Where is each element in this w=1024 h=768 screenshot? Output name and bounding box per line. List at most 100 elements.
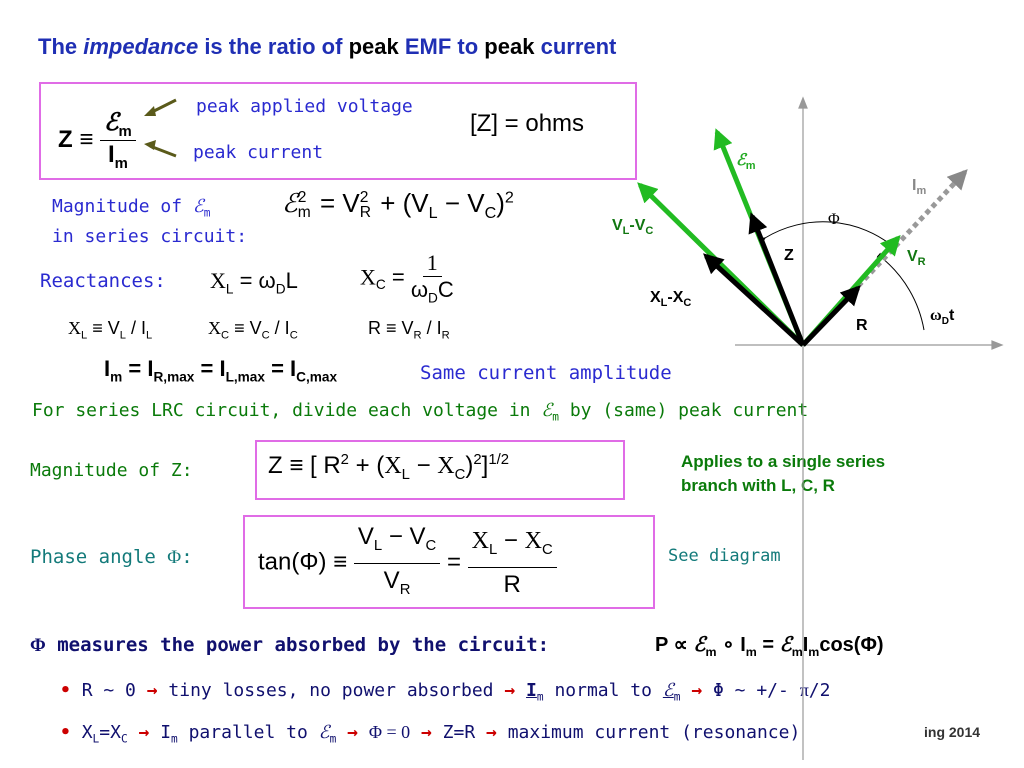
text: 2 — [473, 452, 482, 468]
text: C — [425, 537, 437, 554]
text: R — [441, 329, 450, 342]
text: − — [416, 452, 431, 479]
text: L — [428, 204, 438, 223]
text-block: For series LRC circuit, divide each volt… — [32, 400, 808, 424]
text-block: P ∝ ℰm ∘ Im = ℰmImcos(Φ) — [655, 632, 884, 659]
text: − V — [388, 523, 426, 550]
text: For series LRC circuit, divide each volt… — [32, 400, 531, 421]
text: ∘ — [722, 634, 735, 656]
wdt-arc — [876, 252, 925, 331]
text: C — [120, 732, 128, 746]
text: ≡ V — [92, 318, 120, 338]
text: R — [856, 317, 868, 334]
text: V — [383, 566, 400, 594]
text: = I — [271, 356, 297, 381]
text-block: XC = 1 ωDC — [360, 250, 454, 305]
shape: VR — [907, 248, 926, 268]
text: = I — [200, 356, 226, 381]
text: π — [799, 680, 809, 700]
text: X — [471, 528, 489, 555]
r-vector — [801, 285, 861, 347]
text-block: Z ≡ ℰm Im — [58, 108, 136, 172]
text: R ≡ V — [368, 318, 414, 338]
text: I — [160, 722, 172, 743]
text: R — [503, 571, 521, 599]
text: → — [486, 722, 497, 743]
text: EMF to — [404, 34, 479, 59]
text: X — [210, 268, 226, 293]
text: Same current amplitude — [420, 362, 672, 384]
text: • — [60, 722, 71, 743]
text: C — [683, 297, 691, 309]
text-block: Φ measures the power absorbed by the cir… — [30, 634, 549, 657]
text: Magnitude of Z: — [30, 460, 193, 481]
shape: VL-VC — [612, 217, 653, 237]
text: = — [446, 548, 461, 576]
text: X — [360, 264, 376, 290]
text: cos(Φ) — [819, 634, 884, 656]
text: ℰ — [104, 110, 119, 136]
text: Phase angle — [30, 546, 156, 568]
text: Reactances: — [40, 270, 166, 292]
text: V — [357, 523, 374, 550]
shape — [991, 340, 1004, 350]
text: → — [347, 722, 358, 743]
text: C — [289, 329, 298, 342]
text: R,max — [153, 369, 195, 385]
text: normal to — [554, 680, 652, 701]
text: = I — [128, 356, 154, 381]
text-block: Phase angle Φ: — [30, 546, 193, 569]
text: L — [119, 329, 126, 342]
text: C — [375, 276, 386, 292]
text: R — [399, 581, 411, 598]
text: / I — [274, 318, 290, 338]
text: ℰ — [318, 722, 330, 742]
text: L — [92, 732, 100, 746]
text: peak — [484, 34, 535, 59]
text-block: XL = ωDL — [210, 268, 298, 296]
text: peak current — [193, 142, 324, 163]
definition-box — [39, 82, 637, 180]
text: Magnitude of — [52, 196, 183, 217]
text: L — [401, 466, 410, 483]
text: 2 — [340, 452, 349, 468]
text: V — [907, 248, 918, 265]
text: C — [261, 329, 270, 342]
text: ℰ — [662, 680, 674, 700]
text: m — [329, 732, 337, 746]
text: X — [524, 528, 542, 555]
text: m — [673, 690, 681, 704]
shape: ωDt — [930, 307, 955, 327]
text: m — [808, 645, 820, 659]
text: ) — [496, 188, 505, 218]
text: L — [285, 268, 298, 293]
text: measures the power absorbed by the circu… — [57, 634, 550, 656]
text: D — [942, 316, 949, 327]
text: L — [81, 329, 88, 342]
text-block: R ≡ VR / IR — [368, 318, 450, 342]
text: I — [740, 634, 746, 656]
text: C,max — [296, 369, 338, 385]
text: C — [454, 466, 466, 483]
text: C — [221, 329, 230, 342]
text: ] — [481, 452, 489, 479]
text: → — [420, 722, 432, 743]
text-block: Magnitude of ℰm — [52, 196, 211, 220]
text: Φ — [30, 635, 46, 656]
text: ω — [930, 307, 942, 324]
shape: ℰm Im VL-VC Z Φ VR XL-XC R ωDt — [612, 152, 955, 334]
shape — [798, 96, 808, 109]
text: R ~ 0 — [81, 680, 136, 701]
text: C — [484, 204, 497, 223]
text: L — [623, 225, 630, 237]
text: D — [275, 281, 286, 297]
text: 1/2 — [488, 452, 510, 468]
text: m — [114, 155, 128, 172]
text-block: XL ≡ VL / IL — [68, 318, 152, 342]
text: + (V — [380, 188, 429, 218]
text: maximum current (resonance) — [507, 722, 801, 743]
text-block: The impedance is the ratio of peak EMF t… — [38, 34, 616, 60]
text: Z ≡ [ R — [268, 452, 341, 479]
text-block: • XL=XC → Im parallel to ℰm → Φ = 0 → Z=… — [60, 722, 800, 746]
